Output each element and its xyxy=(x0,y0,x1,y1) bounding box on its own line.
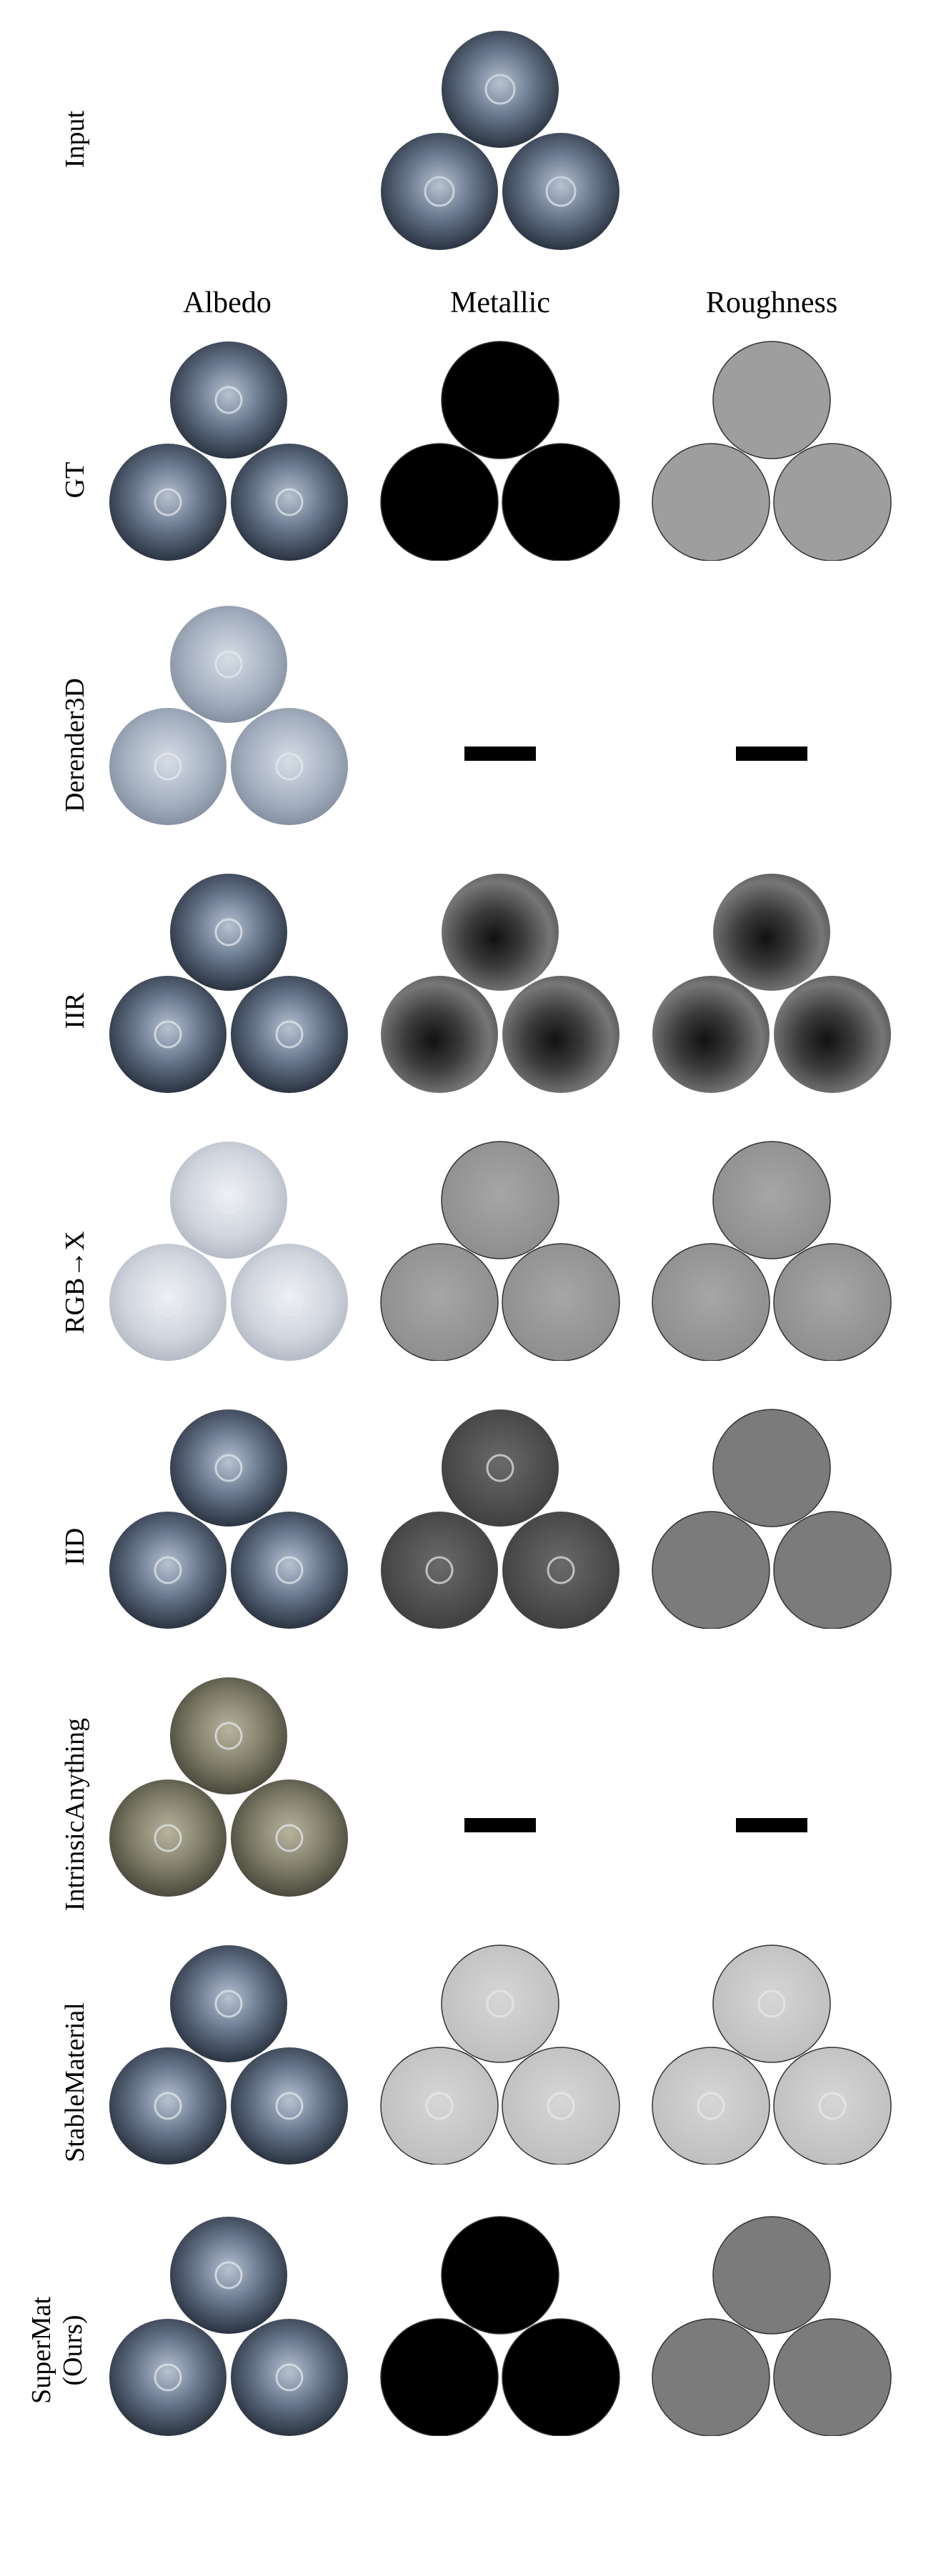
row-label-intrinsicanything: IntrinsicAnything xyxy=(60,1717,90,1912)
berry-cluster xyxy=(109,341,348,561)
row-label-supermat: SuperMat (Ours) xyxy=(26,2297,89,2404)
cell-albedo xyxy=(93,1943,364,2165)
berry-cluster xyxy=(109,606,348,825)
row-label-stablematerial: StableMaterial xyxy=(60,2002,90,2162)
cell-metallic xyxy=(364,2215,636,2436)
cell-albedo xyxy=(93,604,364,825)
cell-roughness xyxy=(636,2215,907,2436)
berry-cluster xyxy=(381,1409,619,1629)
cell-albedo xyxy=(93,339,364,561)
cell-roughness xyxy=(636,872,907,1093)
not-available-bar xyxy=(464,1818,536,1832)
berry-cluster xyxy=(652,1409,892,1629)
berry-cluster xyxy=(380,1945,620,2165)
row-label-iir: IIR xyxy=(60,992,90,1029)
cell-metallic xyxy=(364,872,636,1093)
berry-cluster xyxy=(380,1141,620,1361)
row-label-derender3d: Derender3D xyxy=(60,678,90,812)
berry-cluster xyxy=(109,2217,348,2436)
row-label-rgbx: RGB→X xyxy=(60,1231,90,1334)
not-available-bar xyxy=(736,747,807,761)
berry-cluster xyxy=(109,1677,348,1897)
cell-roughness xyxy=(636,1407,907,1629)
berry-cluster xyxy=(652,1945,892,2165)
not-available-bar xyxy=(736,1818,807,1832)
berry-cluster xyxy=(381,874,619,1093)
berry-cluster xyxy=(380,341,620,561)
column-header-albedo: Albedo xyxy=(183,286,272,319)
cell-albedo xyxy=(93,1139,364,1361)
berry-cluster xyxy=(109,1142,348,1361)
berry-cluster xyxy=(652,1141,892,1361)
row-label-input: Input xyxy=(60,110,90,169)
column-header-roughness: Roughness xyxy=(705,286,838,319)
not-available-bar xyxy=(464,747,536,761)
input-image xyxy=(364,29,636,250)
berry-cluster xyxy=(380,2216,620,2436)
cell-albedo xyxy=(93,2215,364,2436)
row-label-supermat-line2: (Ours) xyxy=(58,2315,88,2386)
cell-metallic xyxy=(364,339,636,561)
cell-metallic xyxy=(364,1407,636,1629)
cell-roughness xyxy=(636,1139,907,1361)
cell-albedo xyxy=(93,1407,364,1629)
row-label-iid: IID xyxy=(60,1527,90,1566)
berry-cluster xyxy=(652,341,892,561)
berry-cluster xyxy=(652,874,891,1093)
row-label-supermat-line1: SuperMat xyxy=(26,2297,56,2404)
berry-cluster xyxy=(109,1945,348,2165)
berry-cluster xyxy=(109,874,348,1093)
cell-roughness xyxy=(636,1943,907,2165)
column-header-metallic: Metallic xyxy=(450,286,550,319)
berry-cluster xyxy=(652,2216,892,2436)
berry-cluster xyxy=(381,31,619,250)
cell-albedo xyxy=(93,1675,364,1897)
row-label-gt: GT xyxy=(60,461,90,499)
cell-roughness xyxy=(636,339,907,561)
cell-metallic xyxy=(364,1943,636,2165)
cell-albedo xyxy=(93,872,364,1093)
berry-cluster xyxy=(109,1409,348,1629)
cell-metallic xyxy=(364,1139,636,1361)
